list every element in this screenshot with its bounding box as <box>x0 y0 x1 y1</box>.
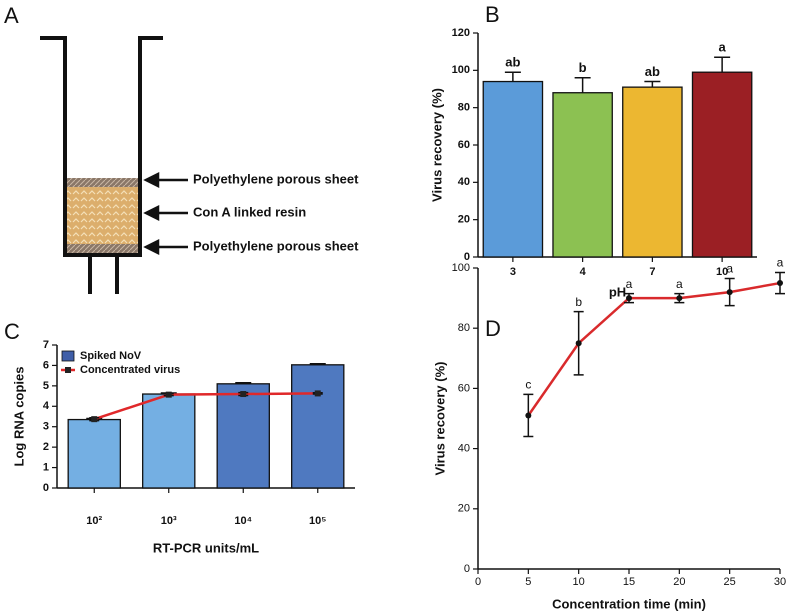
significance-label: a <box>777 256 784 270</box>
x-tick-label: 3 <box>510 266 516 278</box>
x-tick-label: 10⁴ <box>234 515 252 527</box>
y-tick-label: 60 <box>458 139 470 151</box>
y-tick-label: 7 <box>43 339 49 351</box>
porous-sheet <box>65 178 140 187</box>
x-tick-label: 10² <box>86 515 102 527</box>
significance-label: b <box>579 60 587 75</box>
marker <box>165 391 172 398</box>
error-bar <box>644 80 661 88</box>
y-axis-label: Virus recovery (%) <box>432 362 447 476</box>
y-tick-label: 4 <box>43 400 50 412</box>
significance-label: ab <box>645 64 660 79</box>
bar <box>691 71 753 258</box>
x-tick-label: 10 <box>573 576 585 588</box>
marker <box>777 280 783 287</box>
legend-label: Concentrated virus <box>80 364 180 376</box>
significance-label: b <box>575 295 582 309</box>
bar <box>142 393 196 489</box>
column <box>40 36 163 257</box>
y-tick-label: 0 <box>464 563 470 575</box>
significance-label: a <box>626 277 633 291</box>
marker <box>575 340 582 347</box>
significance-label: a <box>726 262 733 276</box>
diagram-label: Polyethylene porous sheet <box>193 238 359 253</box>
error-bar <box>235 382 252 384</box>
marker <box>525 412 532 419</box>
error-bar <box>714 56 731 73</box>
marker <box>314 390 321 397</box>
y-tick-label: 0 <box>464 251 470 263</box>
porous-sheet <box>65 244 140 254</box>
y-axis-label: Virus recovery (%) <box>429 88 444 202</box>
x-tick-label: 15 <box>623 576 635 588</box>
x-tick-label: 25 <box>724 576 736 588</box>
y-tick-label: 120 <box>452 27 470 39</box>
significance-label: a <box>676 277 683 291</box>
line <box>527 281 781 417</box>
y-tick-label: 80 <box>458 322 470 334</box>
y-tick-label: 6 <box>43 359 49 371</box>
x-tick-label: 10⁵ <box>309 515 326 527</box>
marker <box>676 295 683 302</box>
x-tick-label: 7 <box>649 266 655 278</box>
x-tick-label: 0 <box>475 576 481 588</box>
y-tick-label: 20 <box>458 503 470 515</box>
significance-label: a <box>719 40 727 55</box>
marker <box>626 295 632 302</box>
diagram-label: Con A linked resin <box>193 204 306 219</box>
diagram-label: Polyethylene porous sheet <box>193 171 359 186</box>
x-tick-label: 4 <box>580 266 587 278</box>
bar <box>622 86 683 258</box>
bar <box>482 80 544 258</box>
y-tick-label: 2 <box>43 441 49 453</box>
significance-label: ab <box>505 55 520 70</box>
line <box>93 392 318 421</box>
bar <box>67 418 121 489</box>
panel-letter: B <box>485 2 500 27</box>
marker <box>240 391 247 398</box>
y-tick-label: 20 <box>458 214 470 226</box>
y-tick-label: 5 <box>43 380 49 392</box>
legend-marker <box>65 367 71 373</box>
legend-label: Spiked NoV <box>80 350 142 362</box>
error-bar <box>504 71 521 82</box>
y-tick-label: 80 <box>458 102 470 114</box>
panel-letter: C <box>4 319 20 344</box>
y-tick-label: 40 <box>458 176 470 188</box>
y-tick-label: 100 <box>452 64 470 76</box>
x-tick-label: 30 <box>774 576 786 588</box>
error-bar <box>309 363 326 365</box>
x-tick-label: 20 <box>673 576 685 588</box>
error-bar <box>574 77 591 93</box>
arrows <box>143 171 188 256</box>
column-legs <box>88 255 119 294</box>
y-axis-label: Log RNA copies <box>11 367 26 467</box>
bar <box>216 383 270 489</box>
legend-swatch <box>61 350 75 362</box>
panel-a: A Polyethylene porous sheet Con A linked… <box>4 3 359 294</box>
bar <box>291 364 345 489</box>
y-tick-label: 0 <box>43 482 49 494</box>
x-tick-label: 10³ <box>161 515 177 527</box>
x-axis-label: Concentration time (min) <box>552 596 706 611</box>
marker <box>726 289 733 296</box>
panel-letter: D <box>485 316 501 341</box>
x-tick-label: 5 <box>525 576 531 588</box>
panel-letter: A <box>4 3 19 28</box>
x-tick-label: 10 <box>716 266 728 278</box>
y-tick-label: 3 <box>43 421 49 433</box>
bar <box>552 92 613 258</box>
significance-label: c <box>525 378 531 392</box>
y-tick-label: 100 <box>452 262 470 274</box>
resin <box>65 178 140 255</box>
y-tick-label: 60 <box>458 382 470 394</box>
y-tick-label: 1 <box>43 461 49 473</box>
x-axis-label: pH <box>609 284 626 299</box>
x-axis-label: RT-PCR units/mL <box>153 540 259 555</box>
y-tick-label: 40 <box>458 443 470 455</box>
marker <box>91 416 98 423</box>
